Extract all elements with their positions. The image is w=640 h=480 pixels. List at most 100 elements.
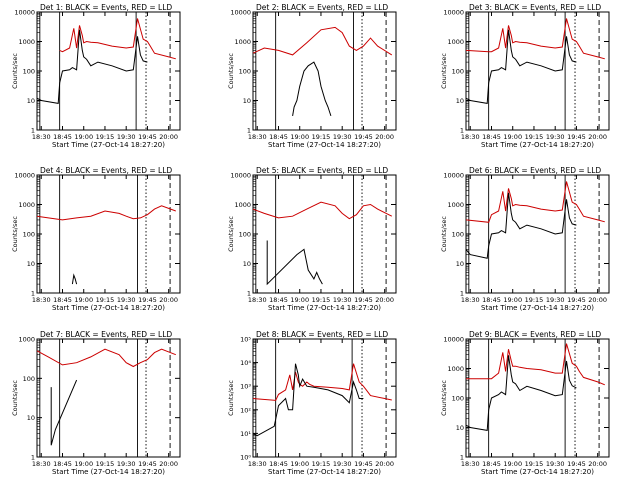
- x-tick-label: 19:15: [96, 296, 115, 304]
- y-tick-label: 10000: [14, 9, 35, 17]
- y-tick-label: 1000: [18, 38, 35, 46]
- y-tick-label: 10000: [230, 172, 251, 180]
- x-axis-label: Start Time (27-Oct-14 18:27:20): [268, 304, 381, 312]
- y-tick-label: 1000: [18, 336, 35, 344]
- panel-title: Det 1: BLACK = Events, RED = LLD: [40, 3, 172, 12]
- x-tick-label: 19:30: [546, 460, 565, 468]
- y-tick-label: 10000: [443, 336, 464, 344]
- plot-frame: [465, 338, 610, 458]
- series-line-events: [465, 355, 577, 431]
- plot-frame: [36, 338, 181, 458]
- y-axis-label: Counts/sec: [11, 380, 19, 416]
- x-tick-label: 20:00: [375, 460, 394, 468]
- detector-panel: Det 2: BLACK = Events, RED = LLD 1 10 100 10…: [227, 3, 397, 149]
- x-tick-label: 19:00: [74, 460, 93, 468]
- panel-title: Det 7: BLACK = Events, RED = LLD: [40, 330, 172, 339]
- y-axis-label: Counts/sec: [11, 53, 19, 89]
- series-line-events: [50, 379, 78, 446]
- y-tick-label: 1: [247, 127, 251, 135]
- y-tick-label: 1: [247, 290, 251, 298]
- y-tick-label: 10: [243, 260, 251, 268]
- y-tick-label: 10: [456, 260, 464, 268]
- series-line-events: [252, 363, 364, 437]
- x-tick-label: 20:00: [375, 133, 394, 141]
- x-tick-label: 20:00: [588, 133, 607, 141]
- detector-panel: Det 1: BLACK = Events, RED = LLD 1 10 100 10…: [11, 3, 181, 149]
- y-tick-label: 1: [31, 127, 35, 135]
- y-tick-label: 10¹: [240, 430, 251, 438]
- y-tick-label: 1000: [447, 201, 464, 209]
- x-tick-label: 19:30: [117, 133, 136, 141]
- plot-frame: [252, 174, 397, 294]
- y-tick-label: 10000: [443, 172, 464, 180]
- detector-panel: Det 4: BLACK = Events, RED = LLD 1 10 100 10…: [11, 166, 181, 312]
- series-line-events: [266, 240, 323, 286]
- y-tick-label: 100: [23, 375, 35, 383]
- x-tick-label: 20:00: [588, 460, 607, 468]
- x-tick-label: 19:00: [290, 133, 309, 141]
- plot-frame: [36, 174, 181, 294]
- panel-title: Det 8: BLACK = Events, RED = LLD: [256, 330, 388, 339]
- x-tick-label: 19:15: [525, 460, 544, 468]
- series-line-events: [465, 29, 577, 104]
- x-tick-label: 20:00: [159, 133, 178, 141]
- y-tick-label: 10000: [14, 172, 35, 180]
- x-tick-label: 18:30: [248, 133, 267, 141]
- y-tick-label: 100: [452, 68, 464, 76]
- y-tick-label: 10: [456, 424, 464, 432]
- x-tick-label: 19:15: [312, 296, 331, 304]
- x-tick-label: 19:45: [138, 460, 157, 468]
- panel-title: Det 9: BLACK = Events, RED = LLD: [469, 330, 601, 339]
- x-axis-label: Start Time (27-Oct-14 18:27:20): [481, 141, 594, 149]
- x-tick-label: 18:30: [461, 296, 480, 304]
- x-tick-label: 19:15: [312, 460, 331, 468]
- x-tick-label: 19:30: [333, 460, 352, 468]
- y-tick-label: 1000: [234, 38, 251, 46]
- x-tick-label: 19:00: [503, 460, 522, 468]
- y-tick-label: 1: [31, 290, 35, 298]
- x-tick-label: 19:15: [96, 460, 115, 468]
- y-tick-label: 1: [460, 454, 464, 462]
- x-axis-label: Start Time (27-Oct-14 18:27:20): [268, 141, 381, 149]
- x-tick-label: 18:30: [32, 296, 51, 304]
- y-tick-label: 10⁰: [240, 454, 251, 462]
- x-tick-label: 19:15: [525, 296, 544, 304]
- y-axis-label: Counts/sec: [440, 53, 448, 89]
- x-tick-label: 18:45: [53, 296, 72, 304]
- detector-panel: Det 8: BLACK = Events, RED = LLD 10⁰ 10¹ 10…: [227, 330, 397, 476]
- y-tick-label: 1: [31, 454, 35, 462]
- x-tick-label: 20:00: [159, 460, 178, 468]
- panel-title: Det 2: BLACK = Events, RED = LLD: [256, 3, 388, 12]
- y-tick-label: 1000: [234, 201, 251, 209]
- series-line-lld: [465, 18, 605, 60]
- y-tick-label: 100: [452, 231, 464, 239]
- x-tick-label: 20:00: [159, 296, 178, 304]
- series-line-lld: [252, 201, 393, 220]
- x-tick-label: 20:00: [375, 296, 394, 304]
- series-line-lld: [252, 26, 393, 56]
- detector-panel: Det 3: BLACK = Events, RED = LLD 1 10 100 10…: [440, 3, 610, 149]
- x-tick-label: 18:30: [461, 460, 480, 468]
- x-tick-label: 18:30: [32, 133, 51, 141]
- x-axis-label: Start Time (27-Oct-14 18:27:20): [52, 304, 165, 312]
- y-axis-label: Counts/sec: [440, 216, 448, 252]
- x-tick-label: 18:30: [461, 133, 480, 141]
- x-tick-label: 19:00: [503, 133, 522, 141]
- x-tick-label: 18:45: [269, 296, 288, 304]
- x-tick-label: 19:15: [96, 133, 115, 141]
- x-tick-label: 19:45: [138, 133, 157, 141]
- y-tick-label: 1000: [18, 201, 35, 209]
- panel-title: Det 4: BLACK = Events, RED = LLD: [40, 166, 172, 175]
- x-tick-label: 19:45: [354, 133, 373, 141]
- series-line-lld: [466, 343, 605, 386]
- x-tick-label: 19:00: [74, 133, 93, 141]
- x-tick-label: 19:00: [503, 296, 522, 304]
- x-tick-label: 18:45: [482, 133, 501, 141]
- x-tick-label: 19:45: [567, 133, 586, 141]
- x-tick-label: 19:30: [117, 460, 136, 468]
- plot-frame: [36, 11, 181, 131]
- x-tick-label: 18:45: [269, 133, 288, 141]
- plot-frame: [252, 338, 397, 458]
- x-tick-label: 19:45: [354, 460, 373, 468]
